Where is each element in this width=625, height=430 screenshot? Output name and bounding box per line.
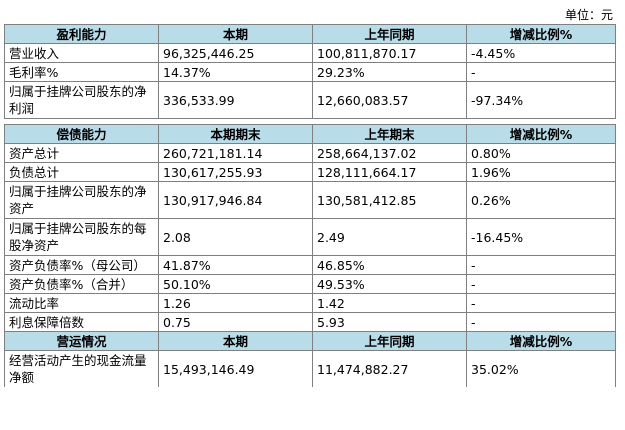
header-cell: 本期 — [158, 24, 313, 44]
table-cell: 1.96% — [466, 162, 616, 182]
header-cell: 偿债能力 — [4, 124, 159, 144]
row-label: 归属于挂牌公司股东的每股净资产 — [4, 218, 159, 256]
table-cell: - — [466, 274, 616, 294]
unit-label: 单位：元 — [564, 8, 613, 22]
header-cell: 增减比例% — [466, 124, 616, 144]
table-cell: 46.85% — [312, 255, 467, 275]
table-cell: 11,474,882.27 — [312, 350, 467, 387]
table-cell: 130,617,255.93 — [158, 162, 313, 182]
header-cell: 上年期末 — [312, 124, 467, 144]
table-cell: 12,660,083.57 — [312, 81, 467, 119]
table-row: 资产总计 260,721,181.14 258,664,137.02 0.80% — [4, 143, 616, 163]
table-cell: 0.75 — [158, 312, 313, 332]
row-label: 资产负债率%（合并） — [4, 274, 159, 294]
table-cell: 128,111,664.17 — [312, 162, 467, 182]
row-label: 负债总计 — [4, 162, 159, 182]
header-cell: 盈利能力 — [4, 24, 159, 44]
table-row: 资产负债率%（母公司） 41.87% 46.85% - — [4, 255, 616, 275]
table-cell: - — [466, 255, 616, 275]
table-cell: 0.80% — [466, 143, 616, 163]
table-cell: -4.45% — [466, 43, 616, 63]
row-label: 资产总计 — [4, 143, 159, 163]
table-cell: - — [466, 312, 616, 332]
table-cell: 15,493,146.49 — [158, 350, 313, 387]
table-cell: -16.45% — [466, 218, 616, 256]
row-label: 归属于挂牌公司股东的净资产 — [4, 181, 159, 219]
table-cell: -97.34% — [466, 81, 616, 119]
row-label: 归属于挂牌公司股东的净利润 — [4, 81, 159, 119]
table-row: 归属于挂牌公司股东的净利润 336,533.99 12,660,083.57 -… — [4, 81, 616, 119]
row-label: 毛利率% — [4, 62, 159, 82]
row-label: 流动比率 — [4, 293, 159, 313]
header-cell: 本期 — [158, 331, 313, 351]
financial-summary-table: 盈利能力 本期 上年同期 增减比例% 营业收入 96,325,446.25 10… — [4, 24, 616, 387]
row-label: 利息保障倍数 — [4, 312, 159, 332]
row-label: 营业收入 — [4, 43, 159, 63]
table-cell: 5.93 — [312, 312, 467, 332]
section-header-profitability: 盈利能力 本期 上年同期 增减比例% — [4, 24, 616, 44]
table-cell: 41.87% — [158, 255, 313, 275]
section-header-operations: 营运情况 本期 上年同期 增减比例% — [4, 331, 616, 351]
section-header-solvency: 偿债能力 本期期末 上年期末 增减比例% — [4, 124, 616, 144]
table-row: 资产负债率%（合并） 50.10% 49.53% - — [4, 274, 616, 294]
table-cell: - — [466, 62, 616, 82]
table-row: 负债总计 130,617,255.93 128,111,664.17 1.96% — [4, 162, 616, 182]
table-cell: 336,533.99 — [158, 81, 313, 119]
table-cell: - — [466, 293, 616, 313]
row-label: 经营活动产生的现金流量净额 — [4, 350, 159, 387]
table-cell: 130,917,946.84 — [158, 181, 313, 219]
table-cell: 258,664,137.02 — [312, 143, 467, 163]
table-cell: 2.49 — [312, 218, 467, 256]
table-cell: 14.37% — [158, 62, 313, 82]
table-row: 归属于挂牌公司股东的每股净资产 2.08 2.49 -16.45% — [4, 218, 616, 256]
table-row: 营业收入 96,325,446.25 100,811,870.17 -4.45% — [4, 43, 616, 63]
table-row: 毛利率% 14.37% 29.23% - — [4, 62, 616, 82]
header-cell: 上年同期 — [312, 331, 467, 351]
table-cell: 0.26% — [466, 181, 616, 219]
table-cell: 1.26 — [158, 293, 313, 313]
header-cell: 营运情况 — [4, 331, 159, 351]
table-cell: 29.23% — [312, 62, 467, 82]
table-row: 经营活动产生的现金流量净额 15,493,146.49 11,474,882.2… — [4, 350, 616, 387]
table-cell: 130,581,412.85 — [312, 181, 467, 219]
header-cell: 本期期末 — [158, 124, 313, 144]
table-row: 流动比率 1.26 1.42 - — [4, 293, 616, 313]
table-cell: 96,325,446.25 — [158, 43, 313, 63]
table-cell: 49.53% — [312, 274, 467, 294]
table-cell: 100,811,870.17 — [312, 43, 467, 63]
table-cell: 260,721,181.14 — [158, 143, 313, 163]
table-cell: 1.42 — [312, 293, 467, 313]
header-cell: 上年同期 — [312, 24, 467, 44]
table-row: 归属于挂牌公司股东的净资产 130,917,946.84 130,581,412… — [4, 181, 616, 219]
table-row: 利息保障倍数 0.75 5.93 - — [4, 312, 616, 332]
header-cell: 增减比例% — [466, 331, 616, 351]
table-cell: 2.08 — [158, 218, 313, 256]
row-label: 资产负债率%（母公司） — [4, 255, 159, 275]
table-cell: 35.02% — [466, 350, 616, 387]
table-cell: 50.10% — [158, 274, 313, 294]
header-cell: 增减比例% — [466, 24, 616, 44]
